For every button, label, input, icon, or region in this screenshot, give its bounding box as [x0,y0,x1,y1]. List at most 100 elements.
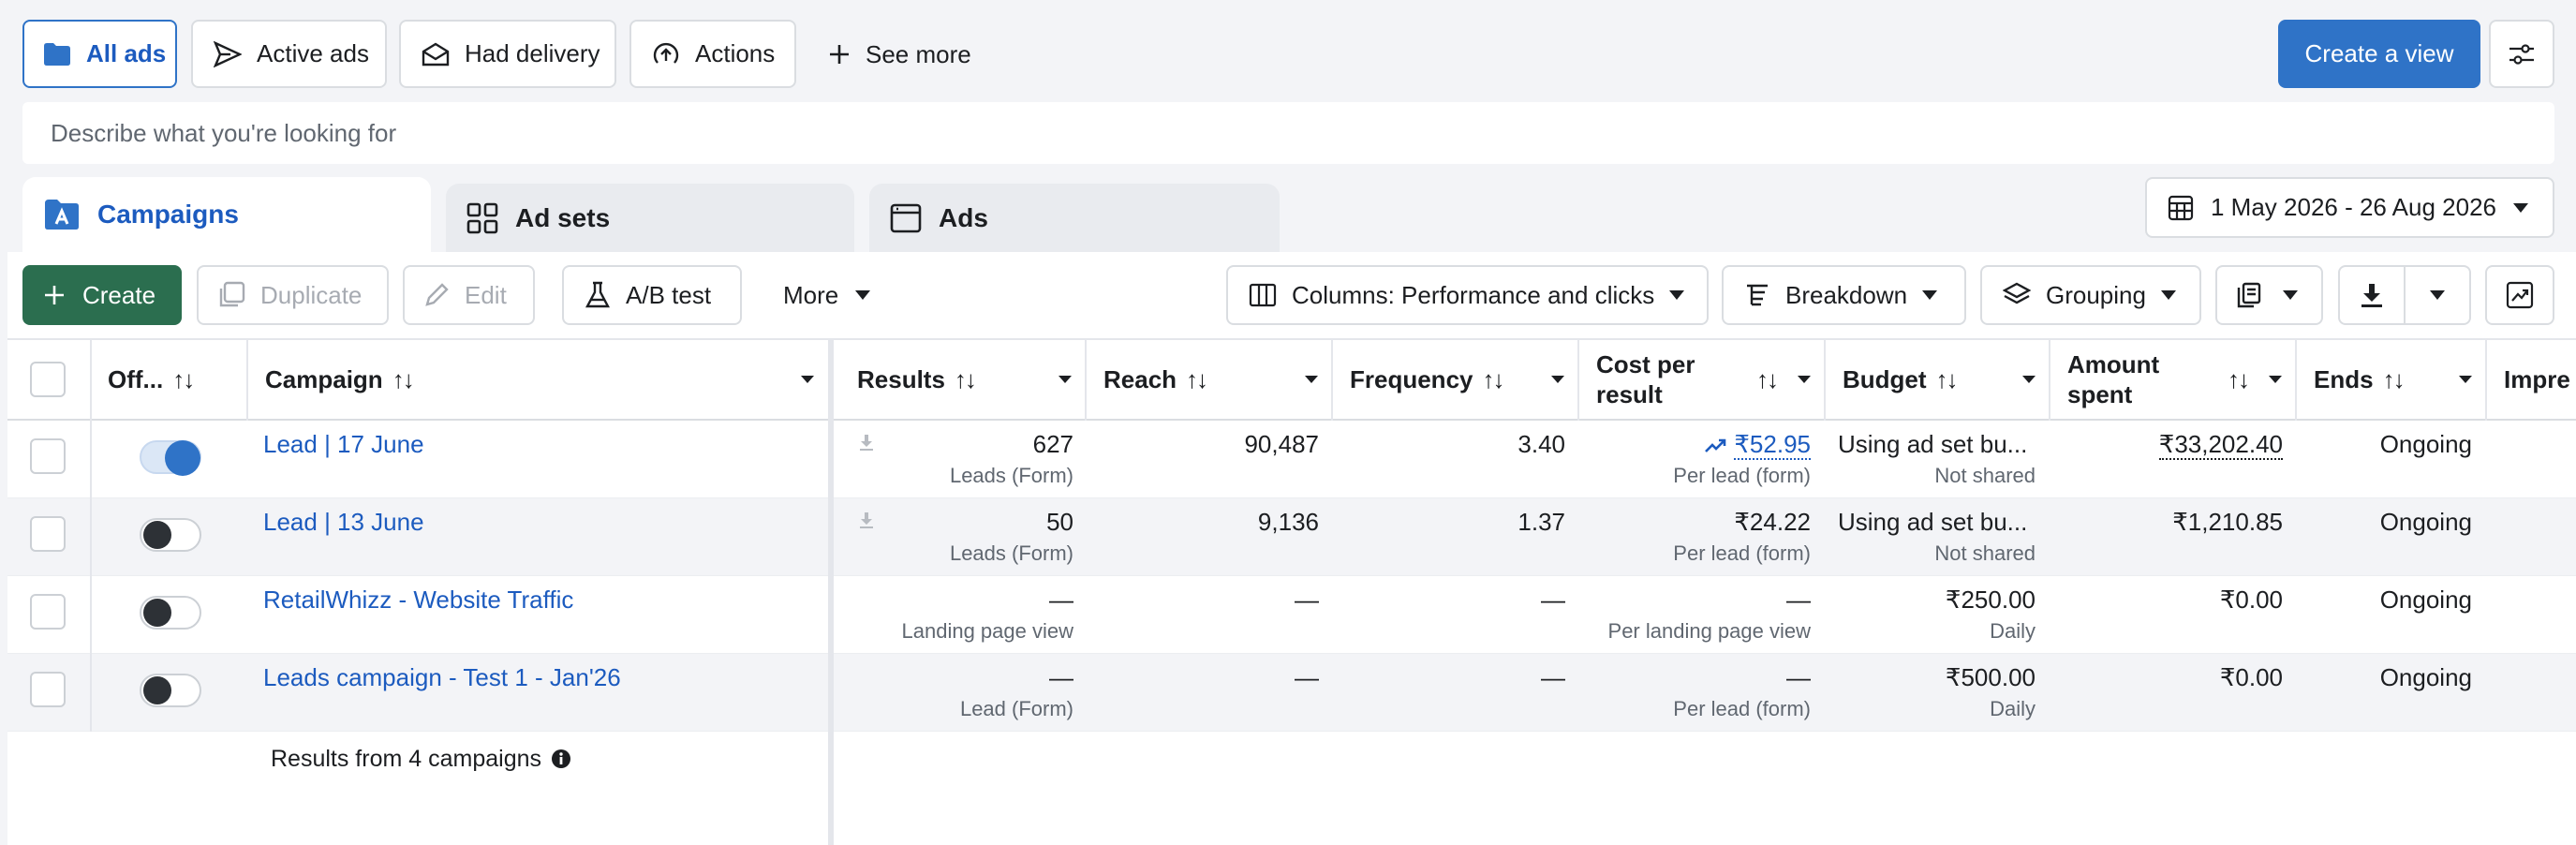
breakdown-selector[interactable]: Breakdown [1722,265,1966,325]
campaign-name-link[interactable]: Leads campaign - Test 1 - Jan'26 [263,663,621,691]
row-checkbox[interactable] [30,672,66,707]
chevron-down-icon[interactable] [2269,376,2282,383]
results-type: Landing page view [901,619,1073,643]
budget-value: Using ad set bu... [1838,508,2028,536]
view-settings-button[interactable] [2489,20,2554,88]
campaign-status-toggle[interactable] [140,674,201,707]
all-ads-filter[interactable]: All ads [22,20,177,88]
sort-icon[interactable]: ↑↓ [392,364,415,393]
amount-spent-value: ₹0.00 [2219,663,2283,691]
chevron-down-icon[interactable] [1798,376,1811,383]
reports-menu-button[interactable] [2215,265,2323,325]
column-header-impressions[interactable]: Impre [2487,338,2576,421]
grouping-selector[interactable]: Grouping [1980,265,2201,325]
campaign-name-link[interactable]: RetailWhizz - Website Traffic [263,586,574,614]
campaign-status-toggle[interactable] [140,518,201,552]
chevron-down-icon [2513,202,2529,213]
sort-icon[interactable]: ↑↓ [1756,365,1779,393]
table-row[interactable] [7,576,2576,654]
column-header-budget[interactable]: Budget ↑↓ [1826,338,2050,421]
flask-icon [585,281,610,308]
export-button[interactable] [2338,265,2406,325]
cost-per-result-value[interactable]: ₹52.95 [1583,430,1811,460]
sort-icon[interactable]: ↑↓ [172,364,195,393]
duplicate-button[interactable]: Duplicate [197,265,389,325]
column-header-results[interactable]: Results ↑↓ [840,338,1087,421]
reach-value: 90,487 [1244,430,1319,458]
chevron-down-icon[interactable] [801,376,814,383]
table-row[interactable] [7,421,2576,498]
results-type: Leads (Form) [949,541,1073,565]
cost-per-result-value: ₹24.22 [1734,508,1811,536]
create-view-button[interactable]: Create a view [2278,20,2480,88]
create-view-label: Create a view [2304,39,2454,67]
more-menu-button[interactable]: More [783,265,871,325]
tab-ads[interactable]: Ads [869,184,1280,252]
chevron-down-icon [855,290,871,300]
actions-filter[interactable]: Actions [629,20,796,88]
reach-value: — [1295,663,1319,691]
active-ads-label: Active ads [257,39,369,67]
campaign-name-link[interactable]: Lead | 17 June [263,430,424,458]
chevron-down-icon[interactable] [1059,376,1072,383]
info-icon[interactable] [551,749,571,769]
row-checkbox[interactable] [30,516,66,552]
column-header-frequency[interactable]: Frequency ↑↓ [1333,338,1579,421]
sort-icon[interactable]: ↑↓ [2382,364,2406,393]
column-results-label: Results [857,364,945,393]
export-options-button[interactable] [2404,265,2471,325]
tab-campaigns[interactable]: Campaigns [22,177,431,252]
active-ads-filter[interactable]: Active ads [191,20,387,88]
search-input[interactable]: Describe what you're looking for [22,102,2554,164]
sort-icon[interactable]: ↑↓ [2228,365,2250,393]
column-header-reach[interactable]: Reach ↑↓ [1087,338,1333,421]
sort-icon[interactable]: ↑↓ [954,364,977,393]
chevron-down-icon[interactable] [1551,376,1564,383]
select-all-checkbox[interactable] [30,362,66,397]
column-header-ends[interactable]: Ends ↑↓ [2297,338,2487,421]
ends-value: Ongoing [2379,508,2472,536]
budget-type: Daily [1990,619,2036,643]
create-button[interactable]: Create [22,265,182,325]
had-delivery-filter[interactable]: Had delivery [399,20,616,88]
calendar-grid-icon [2168,195,2194,220]
ab-test-label: A/B test [626,280,712,309]
column-frequency-label: Frequency [1350,364,1473,393]
amount-spent-value: ₹1,210.85 [2172,508,2283,536]
campaign-name-link[interactable]: Lead | 13 June [263,508,424,536]
column-header-campaign[interactable]: Campaign ↑↓ [248,338,831,421]
campaign-status-toggle[interactable] [140,440,201,476]
cost-per-result-value: — [1786,663,1811,691]
column-cost-label-line2: result [1596,380,1663,408]
cost-per-result-type: Per lead (form) [1673,464,1811,487]
search-placeholder: Describe what you're looking for [51,118,397,147]
sort-icon[interactable]: ↑↓ [1482,364,1505,393]
column-header-cost-per-result[interactable]: Cost per result ↑↓ [1579,338,1826,421]
table-row[interactable] [7,498,2576,576]
results-summary-label: Results from 4 campaigns [271,745,542,772]
frozen-column-divider [828,338,834,845]
charts-button[interactable] [2485,265,2554,325]
tab-ad-sets[interactable]: Ad sets [446,184,854,252]
edit-button[interactable]: Edit [403,265,535,325]
row-checkbox[interactable] [30,438,66,474]
campaign-status-toggle[interactable] [140,596,201,630]
chevron-down-icon[interactable] [1305,376,1318,383]
amount-spent-value[interactable]: ₹33,202.40 [2158,430,2283,460]
row-checkbox[interactable] [30,594,66,630]
sort-icon[interactable]: ↑↓ [1935,364,1959,393]
create-label: Create [82,280,156,309]
chevron-down-icon[interactable] [2459,376,2472,383]
ab-test-button[interactable]: A/B test [562,265,742,325]
tab-ad-sets-label: Ad sets [515,202,611,232]
column-header-amount-spent[interactable]: Amount spent ↑↓ [2050,338,2297,421]
columns-selector[interactable]: Columns: Performance and clicks [1226,265,1709,325]
chevron-down-icon [1669,290,1685,300]
column-header-off[interactable]: Off... ↑↓ [91,338,248,421]
ends-value: Ongoing [2379,586,2472,614]
sort-icon[interactable]: ↑↓ [1186,364,1208,393]
chevron-down-icon[interactable] [2022,376,2036,383]
table-row[interactable] [7,654,2576,732]
see-more-button[interactable]: See more [828,36,971,73]
date-range-picker[interactable]: 1 May 2026 - 26 Aug 2026 [2145,177,2554,238]
